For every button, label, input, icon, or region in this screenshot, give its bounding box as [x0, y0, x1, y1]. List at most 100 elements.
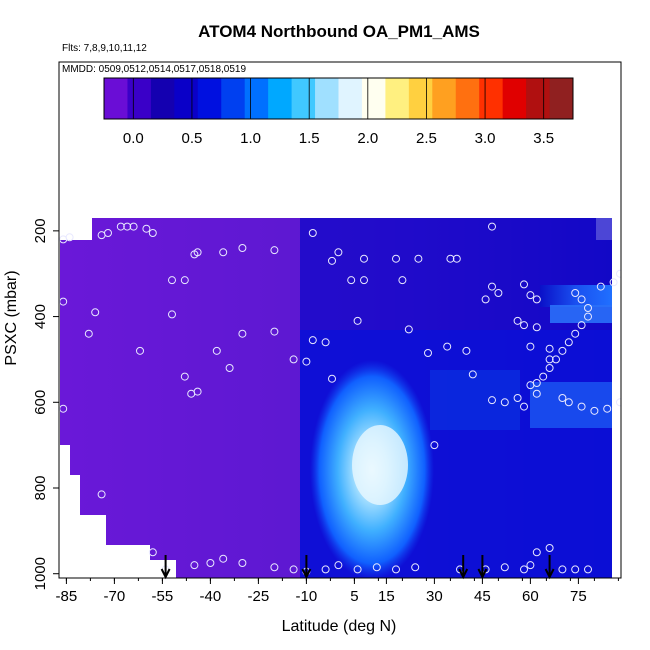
colorbar-tick-label: 1.5 — [299, 130, 320, 147]
sample-point — [584, 565, 592, 574]
colorbar-tick-label: 0.0 — [123, 130, 144, 147]
x-tick-label: 30 — [426, 588, 443, 605]
flight-arrows — [160, 555, 555, 580]
dates-label: MMDD: 0509,0512,0514,0517,0518,0519 — [62, 64, 246, 75]
colorbar-cell — [549, 78, 574, 119]
y-tick-label: 1000 — [32, 557, 49, 590]
sample-point — [446, 254, 455, 263]
sample-point — [526, 342, 535, 351]
sample-point — [347, 276, 356, 285]
sample-point — [488, 222, 496, 231]
sample-point — [545, 364, 554, 372]
sample-point — [168, 276, 176, 285]
sample-point — [270, 327, 279, 336]
y-tick-label: 600 — [32, 390, 49, 415]
sample-point — [584, 304, 592, 312]
sample-point — [353, 316, 362, 325]
sample-point — [123, 222, 132, 231]
sample-point — [577, 402, 586, 411]
colorbar-cell — [244, 78, 269, 119]
sample-point — [590, 406, 599, 415]
sample-point — [270, 246, 279, 255]
sample-point — [321, 338, 330, 347]
sample-point — [545, 544, 554, 552]
sample-point — [321, 565, 330, 574]
sample-point — [488, 396, 496, 405]
colorbar-cell — [315, 78, 339, 119]
sample-point — [558, 346, 567, 355]
sample-point — [577, 295, 586, 304]
sample-point — [148, 229, 157, 237]
sample-point — [238, 244, 247, 252]
sample-point — [91, 308, 100, 317]
heatmap-curtain — [60, 218, 612, 578]
sample-point — [520, 402, 528, 411]
sample-point — [193, 387, 202, 396]
plot-frame — [58, 61, 622, 579]
colorbar-cell — [174, 78, 199, 119]
colorbar-tick-label: 2.5 — [416, 130, 437, 147]
colorbar-cell — [197, 78, 222, 119]
sample-point — [302, 357, 311, 366]
sample-point — [539, 372, 548, 381]
sample-point — [616, 398, 621, 407]
sample-point — [180, 372, 189, 381]
sample-point — [481, 295, 490, 304]
sample-point — [65, 233, 74, 242]
x-axis: -85 -70 -55 -40 -25 -10 5 15 30 45 60 75 — [56, 578, 619, 605]
sample-point — [308, 336, 317, 345]
y-tick-label: 400 — [32, 304, 49, 329]
x-tick-label: -10 — [296, 588, 318, 605]
sample-point — [398, 276, 407, 285]
sample-point — [564, 398, 573, 407]
sample-point — [411, 563, 420, 572]
y-tick-label: 800 — [32, 475, 49, 500]
sample-point — [238, 559, 247, 567]
sample-point — [168, 310, 176, 319]
sample-point — [334, 248, 343, 257]
sample-point — [424, 349, 432, 357]
sample-point — [392, 565, 400, 574]
colorbar-cell — [455, 78, 480, 119]
sample-point — [462, 346, 471, 355]
sample-point — [190, 561, 199, 570]
colorbar-tick-label: 3.0 — [475, 130, 496, 147]
sample-point — [360, 254, 368, 263]
sample-point — [443, 342, 452, 351]
sample-point — [500, 563, 509, 572]
sample-point — [616, 269, 621, 278]
sample-point — [452, 254, 461, 263]
colorbar-tick-label: 0.5 — [182, 130, 203, 147]
y-axis: 200 400 600 800 1000 — [32, 218, 59, 590]
flights-label: Flts: 7,8,9,10,11,12 — [62, 43, 147, 54]
sample-point — [571, 289, 580, 297]
sample-point — [603, 404, 612, 413]
sample-point — [328, 256, 336, 265]
sample-point — [328, 374, 336, 383]
sample-point — [430, 441, 439, 450]
sample-point — [219, 554, 228, 563]
sample-point — [180, 276, 189, 285]
colorbar-ticks: 0.0 0.5 1.0 1.5 2.0 2.5 3.0 3.5 — [123, 78, 554, 147]
sample-point — [59, 297, 68, 306]
sample-point — [513, 394, 522, 402]
x-tick-label: 5 — [350, 588, 358, 605]
sample-point — [59, 404, 68, 413]
sample-point — [84, 329, 93, 338]
x-tick-label: -25 — [248, 588, 270, 605]
sample-point — [520, 321, 528, 330]
colorbar-cell — [221, 78, 246, 119]
sample-point — [532, 379, 541, 387]
sample-point — [545, 344, 554, 353]
sample-point — [468, 370, 477, 379]
sample-point — [334, 561, 343, 570]
sample-point — [552, 355, 560, 364]
x-tick-label: 45 — [474, 588, 491, 605]
sample-point — [532, 295, 541, 304]
sample-point — [571, 565, 580, 574]
sample-point — [526, 291, 535, 300]
sample-point — [584, 312, 592, 321]
sample-point — [526, 561, 535, 570]
sample-point — [372, 563, 381, 572]
